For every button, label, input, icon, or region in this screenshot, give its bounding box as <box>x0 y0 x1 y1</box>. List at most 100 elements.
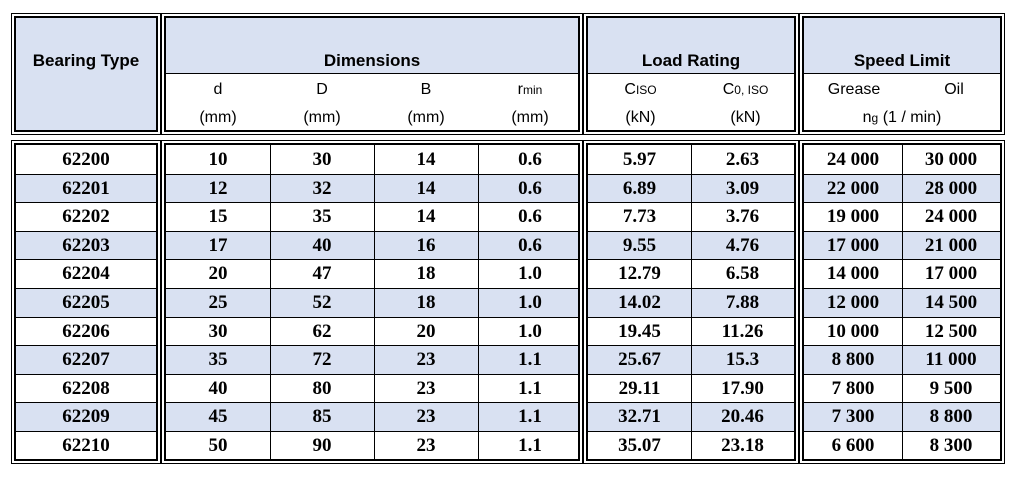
cell-grease: 7 300 <box>831 406 875 428</box>
table-row: 15 35 14 0.6 <box>166 202 578 231</box>
col-grease-label: Grease <box>827 81 881 98</box>
table-row: 50 90 23 1.1 <box>166 431 578 460</box>
cell-c0: 17.90 <box>721 377 764 399</box>
cell-oil: 24 000 <box>924 206 978 228</box>
header-bearing-type: Bearing Type <box>11 13 161 135</box>
cell-B: 18 <box>416 292 436 313</box>
speed-limit-title: Speed Limit <box>853 51 951 70</box>
cell-D: 40 <box>312 234 332 256</box>
table-row: 12 000 14 500 <box>804 288 1000 317</box>
cell-r: 1.1 <box>518 435 542 456</box>
cell-oil: 8 800 <box>929 406 973 428</box>
speed-unit: ng (1 / min) <box>862 109 942 126</box>
col-r-label: rmin <box>517 81 543 98</box>
table-row: 19 000 24 000 <box>804 202 1000 231</box>
cell-D: 35 <box>312 206 332 228</box>
cell-D: 72 <box>312 349 332 371</box>
cell-c: 12.79 <box>618 263 661 285</box>
cell-c: 9.55 <box>622 234 657 256</box>
cell-c: 29.11 <box>618 377 661 399</box>
cell-oil: 12 500 <box>924 320 978 342</box>
cell-B: 16 <box>416 234 436 256</box>
col-c0-unit: (kN) <box>730 109 761 126</box>
table-row: 25 52 18 1.0 <box>166 288 578 317</box>
col-c0-label: C0, ISO <box>722 81 769 98</box>
cell-r: 0.6 <box>518 206 542 228</box>
cell-c0: 3.09 <box>725 177 760 199</box>
table-row: 62201 <box>16 173 156 203</box>
cell-D: 47 <box>312 263 332 285</box>
table-row: 62206 <box>16 317 156 346</box>
header-load-rating: Load Rating CISO C0, ISO (kN) (kN) <box>583 13 799 135</box>
table-row: 62210 <box>16 431 156 460</box>
body-speed-limit: 24 000 30 000 22 000 28 000 19 000 24 000 17 0… <box>799 140 1005 464</box>
header-dimensions: Dimensions d D B rmin (mm) (mm) (mm) (mm… <box>161 13 583 135</box>
cell-B: 18 <box>416 263 436 285</box>
cell-c: 32.71 <box>618 406 661 428</box>
cell-D: 62 <box>312 320 332 342</box>
cell-B: 20 <box>416 320 436 342</box>
table-row: 19.45 11.26 <box>588 317 794 346</box>
cell-c: 6.89 <box>622 177 657 199</box>
cell-type: 62202 <box>62 206 110 228</box>
cell-D: 52 <box>312 292 332 313</box>
cell-D: 32 <box>312 177 332 199</box>
cell-c: 5.97 <box>622 149 657 170</box>
table-row: 20 47 18 1.0 <box>166 259 578 288</box>
cell-B: 14 <box>416 149 436 170</box>
dimensions-title: Dimensions <box>323 51 421 70</box>
cell-grease: 8 800 <box>831 349 875 371</box>
cell-B: 14 <box>416 206 436 228</box>
cell-D: 85 <box>312 406 332 428</box>
col-c-unit: (kN) <box>625 109 656 126</box>
cell-grease: 17 000 <box>826 234 880 256</box>
cell-c0: 4.76 <box>725 234 760 256</box>
cell-d: 25 <box>208 292 228 313</box>
cell-d: 40 <box>208 377 228 399</box>
header-speed-limit: Speed Limit Grease Oil ng (1 / min) <box>799 13 1005 135</box>
col-B-label: B <box>420 81 432 98</box>
cell-oil: 9 500 <box>929 377 973 399</box>
cell-type: 62204 <box>62 263 110 285</box>
table-row: 35.07 23.18 <box>588 431 794 460</box>
table-row: 62203 <box>16 230 156 260</box>
cell-B: 23 <box>416 349 436 371</box>
table-row: 17 40 16 0.6 <box>166 230 578 260</box>
cell-c0: 6.58 <box>725 263 760 285</box>
table-row: 29.11 17.90 <box>588 374 794 403</box>
cell-r: 0.6 <box>518 177 542 199</box>
col-d-label: d <box>213 81 223 98</box>
load-rating-title: Load Rating <box>641 51 741 70</box>
cell-d: 17 <box>208 234 228 256</box>
cell-grease: 7 800 <box>831 377 875 399</box>
col-B-unit: (mm) <box>407 109 445 126</box>
table-row: 7 800 9 500 <box>804 374 1000 403</box>
cell-oil: 28 000 <box>924 177 978 199</box>
body-load-rating: 5.97 2.63 6.89 3.09 7.73 3.76 9.55 4.76 12.79 6.5… <box>583 140 799 464</box>
cell-type: 62207 <box>62 349 110 371</box>
table-row: 12 32 14 0.6 <box>166 173 578 203</box>
cell-r: 1.1 <box>518 406 542 428</box>
cell-c: 35.07 <box>618 435 661 456</box>
table-row: 62209 <box>16 402 156 432</box>
body-bearing-type: 62200 62201 62202 62203 62204 62205 62206 62207… <box>11 140 161 464</box>
cell-r: 1.0 <box>518 292 542 313</box>
table-row: 45 85 23 1.1 <box>166 402 578 432</box>
cell-grease: 10 000 <box>826 320 880 342</box>
cell-B: 23 <box>416 435 436 456</box>
cell-r: 1.1 <box>518 349 542 371</box>
cell-d: 30 <box>208 320 228 342</box>
cell-c0: 23.18 <box>721 435 764 456</box>
cell-r: 0.6 <box>518 149 542 170</box>
col-D-label: D <box>316 81 328 98</box>
cell-r: 1.1 <box>518 377 542 399</box>
col-D-unit: (mm) <box>303 109 341 126</box>
col-r-unit: (mm) <box>511 109 549 126</box>
cell-B: 23 <box>416 406 436 428</box>
cell-type: 62208 <box>62 377 110 399</box>
cell-oil: 21 000 <box>924 234 978 256</box>
table-row: 5.97 2.63 <box>588 145 794 174</box>
body-dimensions: 10 30 14 0.6 12 32 14 0.6 15 35 14 0.6 17 40 16 0.6 20 47… <box>161 140 583 464</box>
cell-oil: 11 000 <box>925 349 977 371</box>
cell-c: 7.73 <box>622 206 657 228</box>
